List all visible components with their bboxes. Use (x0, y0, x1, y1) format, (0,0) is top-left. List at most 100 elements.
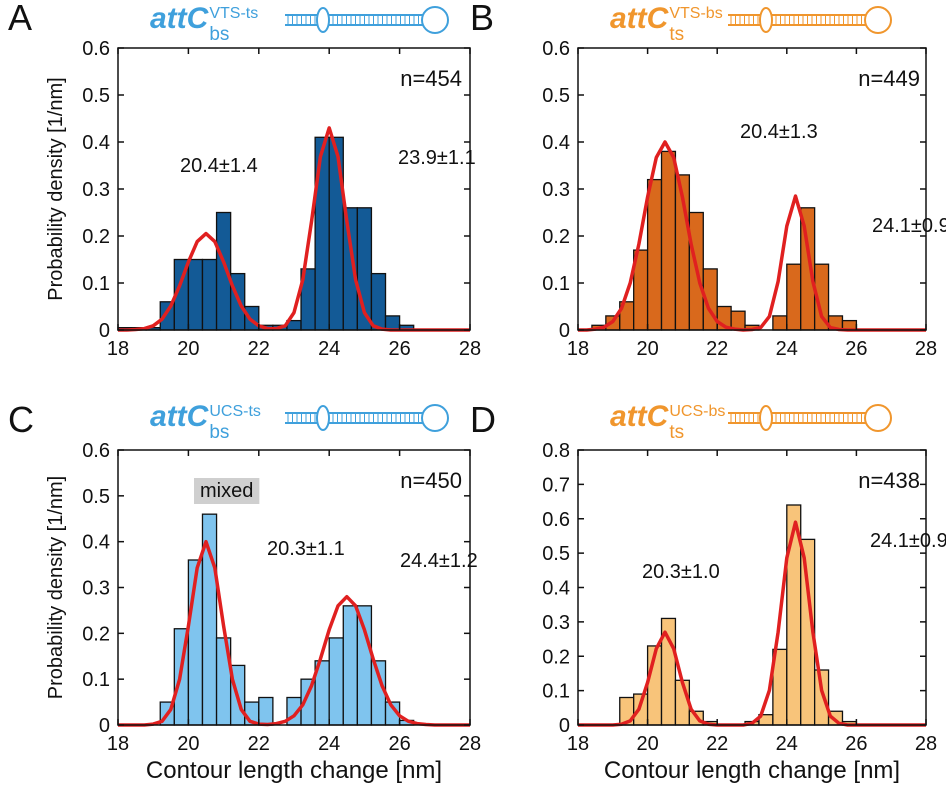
bar (201, 258, 218, 331)
panel-label: D (470, 399, 496, 440)
title-sub: bs (209, 422, 229, 443)
x-tick-label: 22 (706, 733, 728, 755)
y-axis-label: Probability density [1/nm] (45, 476, 67, 699)
annotation: 20.3±1.0 (642, 561, 720, 583)
bar (646, 178, 663, 331)
fit-curve (578, 520, 926, 727)
x-tick-label: 24 (318, 338, 340, 360)
x-tick-label: 18 (567, 338, 589, 360)
x-tick-label: 20 (636, 338, 658, 360)
bar (786, 263, 802, 331)
panel-label: B (470, 0, 494, 38)
y-tick-label: 0.3 (542, 179, 570, 201)
icon-loop (421, 6, 449, 34)
icon-bulge (759, 405, 773, 431)
y-tick-label: 0.3 (82, 179, 110, 201)
icon-loop (864, 404, 892, 432)
bar (328, 136, 344, 331)
y-tick-label: 0.6 (542, 509, 570, 531)
x-axis-label: Contour length change [nm] (146, 757, 442, 784)
y-tick-label: 0.2 (542, 646, 570, 668)
title-sub: bs (209, 24, 229, 45)
x-tick-label: 28 (915, 733, 937, 755)
panel-label: A (8, 0, 32, 38)
title-sup: VTS-ts (209, 5, 258, 22)
y-tick-label: 0 (99, 320, 110, 342)
n-label: n=449 (858, 66, 920, 91)
x-tick-label: 22 (248, 338, 270, 360)
panel-label: C (8, 399, 34, 440)
y-tick-label: 0.5 (82, 85, 110, 107)
y-tick-label: 0.4 (542, 578, 570, 600)
icon-loop (864, 6, 892, 34)
y-tick-label: 0.6 (82, 440, 110, 462)
y-tick-label: 0.6 (82, 38, 110, 60)
bar (258, 696, 274, 726)
y-tick-label: 0.2 (82, 226, 110, 248)
n-label: n=450 (400, 468, 462, 493)
y-tick-label: 0.1 (82, 273, 110, 295)
annotation: 20.4±1.4 (180, 155, 258, 177)
y-axis-label: Probability density [1/nm] (45, 77, 67, 300)
x-tick-label: 24 (776, 338, 798, 360)
x-tick-label: 28 (459, 733, 481, 755)
x-tick-label: 22 (706, 338, 728, 360)
x-tick-label: 18 (107, 338, 129, 360)
x-tick-label: 26 (845, 338, 867, 360)
n-label: n=438 (858, 468, 920, 493)
x-tick-label: 20 (177, 733, 199, 755)
x-tick-label: 24 (318, 733, 340, 755)
x-tick-label: 26 (388, 338, 410, 360)
x-tick-label: 26 (388, 733, 410, 755)
y-tick-label: 0.1 (82, 669, 110, 691)
y-tick-label: 0.4 (82, 132, 110, 154)
title-sub: ts (669, 24, 684, 45)
bar (370, 272, 387, 331)
y-tick-label: 0.6 (542, 38, 570, 60)
x-tick-label: 20 (636, 733, 658, 755)
y-tick-label: 0.7 (542, 474, 570, 496)
title-main: attC (150, 400, 210, 433)
title-sup: VTS-bs (669, 5, 722, 22)
x-tick-label: 28 (459, 338, 481, 360)
title-sup: UCS-ts (209, 403, 261, 420)
annotation: 24.1±0.9 (870, 530, 946, 552)
title-main: attC (610, 400, 670, 433)
icon-bulge (316, 7, 330, 33)
annotation: mixed (200, 480, 253, 502)
bar (356, 605, 373, 726)
y-tick-label: 0.5 (542, 543, 570, 565)
y-tick-label: 0 (559, 320, 570, 342)
n-label: n=454 (400, 66, 462, 91)
icon-loop (421, 404, 449, 432)
icon-bulge (759, 7, 773, 33)
bar (342, 605, 359, 726)
x-tick-label: 28 (915, 338, 937, 360)
y-tick-label: 0.3 (542, 612, 570, 634)
bar (314, 136, 330, 331)
y-tick-label: 0.5 (82, 486, 110, 508)
annotation: 24.4±1.2 (400, 550, 478, 572)
y-tick-label: 0.4 (82, 532, 110, 554)
bar (328, 637, 344, 726)
bar (244, 305, 260, 331)
y-tick-label: 0.2 (82, 623, 110, 645)
y-tick-label: 0.1 (542, 273, 570, 295)
y-tick-label: 0.2 (542, 226, 570, 248)
title-main: attC (150, 2, 210, 35)
x-tick-label: 24 (776, 733, 798, 755)
x-tick-label: 18 (107, 733, 129, 755)
bar (772, 315, 788, 331)
annotation: 23.9±1.1 (398, 147, 476, 169)
y-tick-label: 0 (559, 715, 570, 737)
y-tick-label: 0.5 (542, 85, 570, 107)
y-tick-label: 0.3 (82, 578, 110, 600)
y-tick-label: 0.4 (542, 132, 570, 154)
bar (187, 258, 204, 331)
y-tick-label: 0 (99, 715, 110, 737)
fit-curve (118, 539, 470, 727)
x-axis-label: Contour length change [nm] (604, 757, 900, 784)
title-sub: ts (669, 422, 684, 443)
annotation: 20.4±1.3 (740, 121, 818, 143)
